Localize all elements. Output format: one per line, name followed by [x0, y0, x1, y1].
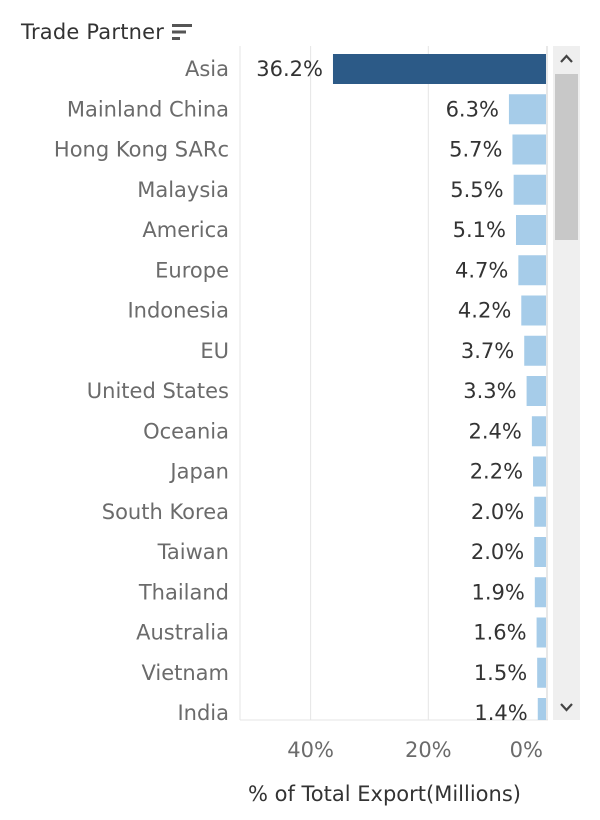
value-label: 2.0%: [471, 540, 524, 564]
value-label: 2.0%: [471, 500, 524, 524]
value-label: 3.7%: [461, 339, 514, 363]
category-label: Mainland China: [67, 97, 229, 121]
category-label: Japan: [168, 460, 229, 484]
scrollbar-thumb[interactable]: [555, 74, 578, 240]
value-label: 6.3%: [446, 97, 499, 121]
bar-europe[interactable]: [518, 255, 546, 286]
value-label: 4.7%: [455, 258, 508, 282]
bar-eu[interactable]: [524, 335, 546, 366]
value-label: 2.4%: [469, 419, 522, 443]
value-label: 5.7%: [449, 138, 502, 162]
category-label: Vietnam: [141, 661, 229, 685]
value-label: 3.3%: [463, 379, 516, 403]
category-label: Asia: [185, 57, 229, 81]
category-label: Europe: [155, 258, 229, 282]
bar-thailand[interactable]: [534, 577, 546, 608]
value-label: 1.6%: [473, 621, 526, 645]
category-label: Malaysia: [137, 178, 229, 202]
x-axis-title: % of Total Export(Millions): [248, 782, 521, 806]
category-label: Indonesia: [127, 299, 229, 323]
category-label: Hong Kong SARc: [54, 138, 229, 162]
scroll-clip-mask: [241, 721, 553, 733]
bar-japan[interactable]: [533, 456, 546, 487]
bar-vietnam[interactable]: [537, 657, 546, 688]
value-label: 5.1%: [453, 218, 506, 242]
chevron-up-icon[interactable]: [553, 46, 580, 72]
category-label: Oceania: [143, 419, 229, 443]
gridlines: [239, 46, 548, 721]
bar-asia[interactable]: [332, 54, 546, 84]
chevron-down-icon[interactable]: [553, 694, 580, 720]
x-tick-label: 40%: [287, 738, 334, 762]
bar-taiwan[interactable]: [534, 537, 546, 567]
x-tick-label: 0%: [510, 738, 543, 762]
category-label: Thailand: [138, 580, 229, 604]
value-label: 5.5%: [450, 178, 503, 202]
bars: [332, 54, 546, 720]
category-label: America: [142, 218, 229, 242]
y-axis-title: Trade Partner: [21, 20, 165, 44]
bar-south-korea[interactable]: [534, 496, 546, 527]
value-label: 4.2%: [458, 299, 511, 323]
category-label: Taiwan: [157, 540, 229, 564]
bar-mainland-china[interactable]: [508, 94, 546, 125]
x-tick-label: 20%: [405, 738, 452, 762]
value-label: 1.9%: [471, 580, 524, 604]
category-label: India: [177, 701, 229, 725]
bar-oceania[interactable]: [531, 416, 546, 447]
bar-india[interactable]: [537, 698, 546, 720]
bar-united-states[interactable]: [526, 376, 546, 406]
bar-america[interactable]: [515, 215, 546, 245]
x-axis-ticks: 40% 20% 0%: [287, 738, 543, 762]
value-label: 36.2%: [256, 57, 323, 81]
bar-australia[interactable]: [536, 617, 546, 648]
category-label: South Korea: [102, 500, 229, 524]
value-label: 2.2%: [470, 460, 523, 484]
sort-descending-icon[interactable]: [172, 23, 193, 41]
value-label: 1.5%: [474, 661, 527, 685]
bar-malaysia[interactable]: [513, 174, 546, 205]
bar-indonesia[interactable]: [521, 295, 546, 326]
bar-hong-kong-sarc[interactable]: [512, 134, 546, 165]
category-label: EU: [200, 339, 229, 363]
chart-header: Trade Partner: [21, 18, 193, 46]
category-label: Australia: [136, 621, 229, 645]
category-label: United States: [87, 379, 229, 403]
vertical-scrollbar[interactable]: [553, 46, 580, 720]
bar-chart: Asia 36.2% Mainland China 6.3% Hong Kong SAR…: [53, 46, 553, 762]
labels: Asia 36.2% Mainland China 6.3% Hong Kong SAR…: [54, 57, 553, 733]
